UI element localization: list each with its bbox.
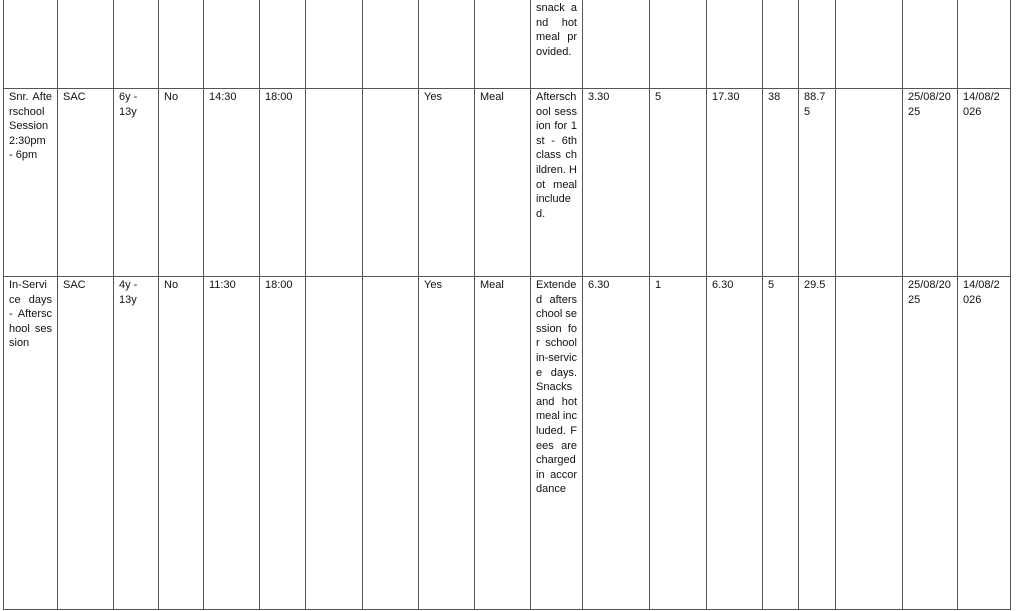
cell-description: Extended afterschool session for school … bbox=[530, 276, 583, 610]
cell-col8 bbox=[362, 0, 419, 89]
cell-food: Meal bbox=[474, 88, 531, 277]
cell-end-date: 14/08/2026 bbox=[957, 276, 1011, 610]
cell-c17 bbox=[835, 276, 903, 610]
cell-c13: 1 bbox=[649, 276, 707, 610]
cell-description: snack and hot meal provided. bbox=[530, 0, 583, 89]
cell-c16 bbox=[798, 0, 836, 89]
cell-start-date: 25/08/2025 bbox=[902, 88, 958, 277]
cell-c15 bbox=[762, 0, 799, 89]
cell-c14: 17.30 bbox=[706, 88, 763, 277]
sessions-table: snack and hot meal provided. Snr. Aftersc… bbox=[3, 0, 1011, 610]
cell-ages bbox=[113, 0, 159, 89]
cell-c12: 6.30 bbox=[582, 276, 650, 610]
cell-col7 bbox=[305, 0, 363, 89]
cell-c14 bbox=[706, 0, 763, 89]
cell-c12: 3.30 bbox=[582, 88, 650, 277]
cell-c15: 5 bbox=[762, 276, 799, 610]
table-row: Snr. Afterschool Session 2:30pm - 6pm SAC… bbox=[3, 88, 1011, 277]
cell-col4 bbox=[158, 0, 204, 89]
cell-c15: 38 bbox=[762, 88, 799, 277]
cell-food: Meal bbox=[474, 276, 531, 610]
cell-start: 11:30 bbox=[203, 276, 260, 610]
cell-col9 bbox=[418, 0, 475, 89]
cell-c16: 88.75 bbox=[798, 88, 836, 277]
table-row: In-Service days - Afterschool session SAC… bbox=[3, 276, 1011, 610]
cell-end: 18:00 bbox=[259, 88, 306, 277]
cell-c16: 29.5 bbox=[798, 276, 836, 610]
cell-col9: Yes bbox=[418, 276, 475, 610]
cell-col9: Yes bbox=[418, 88, 475, 277]
cell-name bbox=[3, 0, 58, 89]
cell-col8 bbox=[362, 276, 419, 610]
cell-description: Afterschool session for 1st - 6th class … bbox=[530, 88, 583, 277]
cell-start-date: 25/08/2025 bbox=[902, 276, 958, 610]
cell-c14: 6.30 bbox=[706, 276, 763, 610]
table-row: snack and hot meal provided. bbox=[3, 0, 1011, 89]
cell-end-date bbox=[957, 0, 1011, 89]
cell-col4: No bbox=[158, 88, 204, 277]
cell-col4: No bbox=[158, 276, 204, 610]
cell-c17 bbox=[835, 0, 903, 89]
cell-end bbox=[259, 0, 306, 89]
cell-type: SAC bbox=[57, 276, 114, 610]
cell-start-date bbox=[902, 0, 958, 89]
cell-ages: 6y - 13y bbox=[113, 88, 159, 277]
cell-c13 bbox=[649, 0, 707, 89]
cell-col8 bbox=[362, 88, 419, 277]
cell-name: Snr. Afterschool Session 2:30pm - 6pm bbox=[3, 88, 58, 277]
cell-c13: 5 bbox=[649, 88, 707, 277]
cell-food bbox=[474, 0, 531, 89]
cell-end: 18:00 bbox=[259, 276, 306, 610]
cell-c12 bbox=[582, 0, 650, 89]
cell-start: 14:30 bbox=[203, 88, 260, 277]
cell-ages: 4y - 13y bbox=[113, 276, 159, 610]
cell-type bbox=[57, 0, 114, 89]
cell-col7 bbox=[305, 276, 363, 610]
cell-start bbox=[203, 0, 260, 89]
cell-c17 bbox=[835, 88, 903, 277]
cell-end-date: 14/08/2026 bbox=[957, 88, 1011, 277]
cell-name: In-Service days - Afterschool session bbox=[3, 276, 58, 610]
cell-col7 bbox=[305, 88, 363, 277]
cell-type: SAC bbox=[57, 88, 114, 277]
